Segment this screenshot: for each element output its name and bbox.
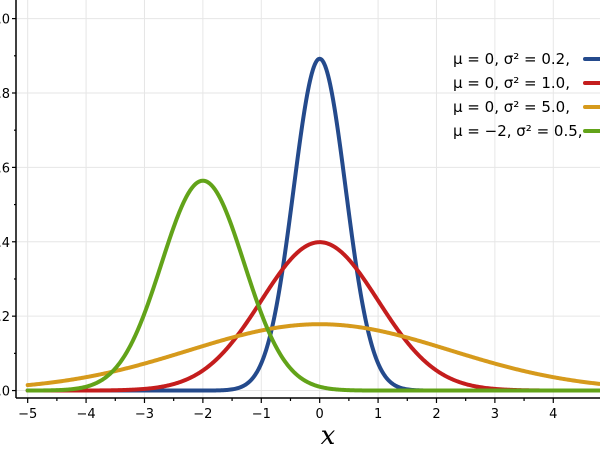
legend-label-3: μ = −2, σ² = 0.5, <box>453 122 583 140</box>
legend-label-1: μ = 0, σ² = 1.0, <box>453 74 570 92</box>
x-tick-label-3: −2 <box>193 407 212 422</box>
series-line-3 <box>25 178 600 393</box>
y-tick-label-4: .8 <box>0 87 10 102</box>
x-tick-label-8: 3 <box>491 407 499 422</box>
y-tick-label-2: .4 <box>0 236 10 251</box>
legend-label-0: μ = 0, σ² = 0.2, <box>453 50 570 68</box>
y-tick-label-3: .6 <box>0 161 10 176</box>
x-axis-title: x <box>321 421 336 450</box>
legend-label-2: μ = 0, σ² = 5.0, <box>453 98 570 116</box>
y-tick-label-1: .2 <box>0 310 10 325</box>
x-tick-label-0: −5 <box>18 407 37 422</box>
x-tick-label-4: −1 <box>252 407 271 422</box>
y-tick-label-0: .0 <box>0 385 10 400</box>
legend: μ = 0, σ² = 0.2, μ = 0, σ² = 1.0, μ = 0, σ… <box>453 50 600 140</box>
x-tick-label-7: 2 <box>432 407 440 422</box>
x-tick-label-6: 1 <box>374 407 382 422</box>
series-lines <box>25 56 600 393</box>
x-tick-label-2: −3 <box>135 407 154 422</box>
y-tick-label-5: 1.0 <box>0 13 10 28</box>
series-line-2 <box>25 322 600 388</box>
x-tick-label-1: −4 <box>76 407 95 422</box>
x-tick-label-5: 0 <box>316 407 324 422</box>
x-tick-label-9: 4 <box>549 407 557 422</box>
